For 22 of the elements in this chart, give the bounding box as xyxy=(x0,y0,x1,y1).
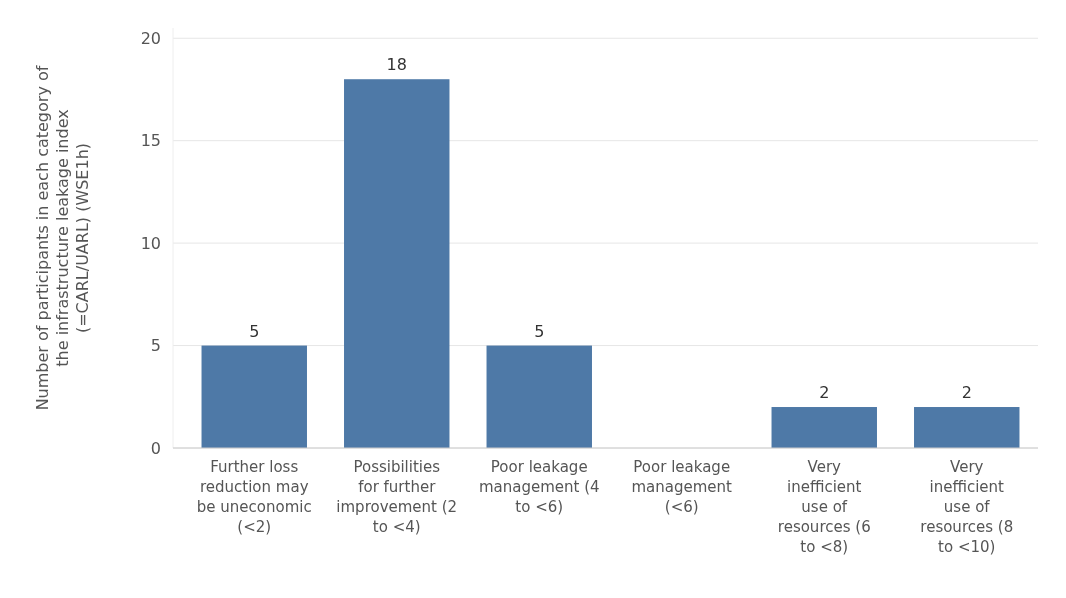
x-tick-label: Very inefficient use of resources (6 to <8) xyxy=(777,458,871,556)
data-label: 2 xyxy=(819,383,830,403)
y-axis-title: Number of participants in each category of the infrastructure leakage index (=CARL/UARL) (WSE1h) xyxy=(33,65,92,411)
bar xyxy=(486,345,592,448)
bar xyxy=(344,79,450,448)
y-tick-label: 20 xyxy=(140,28,161,48)
data-label: 18 xyxy=(386,55,407,75)
y-tick-label: 5 xyxy=(150,336,161,356)
data-label: 5 xyxy=(534,321,545,341)
x-tick-label: Very inefficient use of resources (8 to <10) xyxy=(920,458,1014,556)
bar xyxy=(771,407,877,448)
bar xyxy=(914,407,1020,448)
x-tick-label: Poor leakage management (<6) xyxy=(631,458,733,516)
bar xyxy=(201,345,307,448)
x-tick-label: Further loss reduction may be uneconomic (<2) xyxy=(196,458,312,536)
data-label: 2 xyxy=(961,383,972,403)
y-tick-label: 15 xyxy=(140,131,161,151)
data-label: 5 xyxy=(249,321,260,341)
x-tick-label: Poor leakage management (4 to <6) xyxy=(478,458,600,516)
y-tick-label: 0 xyxy=(150,438,161,458)
y-tick-label: 10 xyxy=(140,233,161,253)
x-tick-label: Possibilities for further improvement (2 to <4) xyxy=(336,458,458,536)
